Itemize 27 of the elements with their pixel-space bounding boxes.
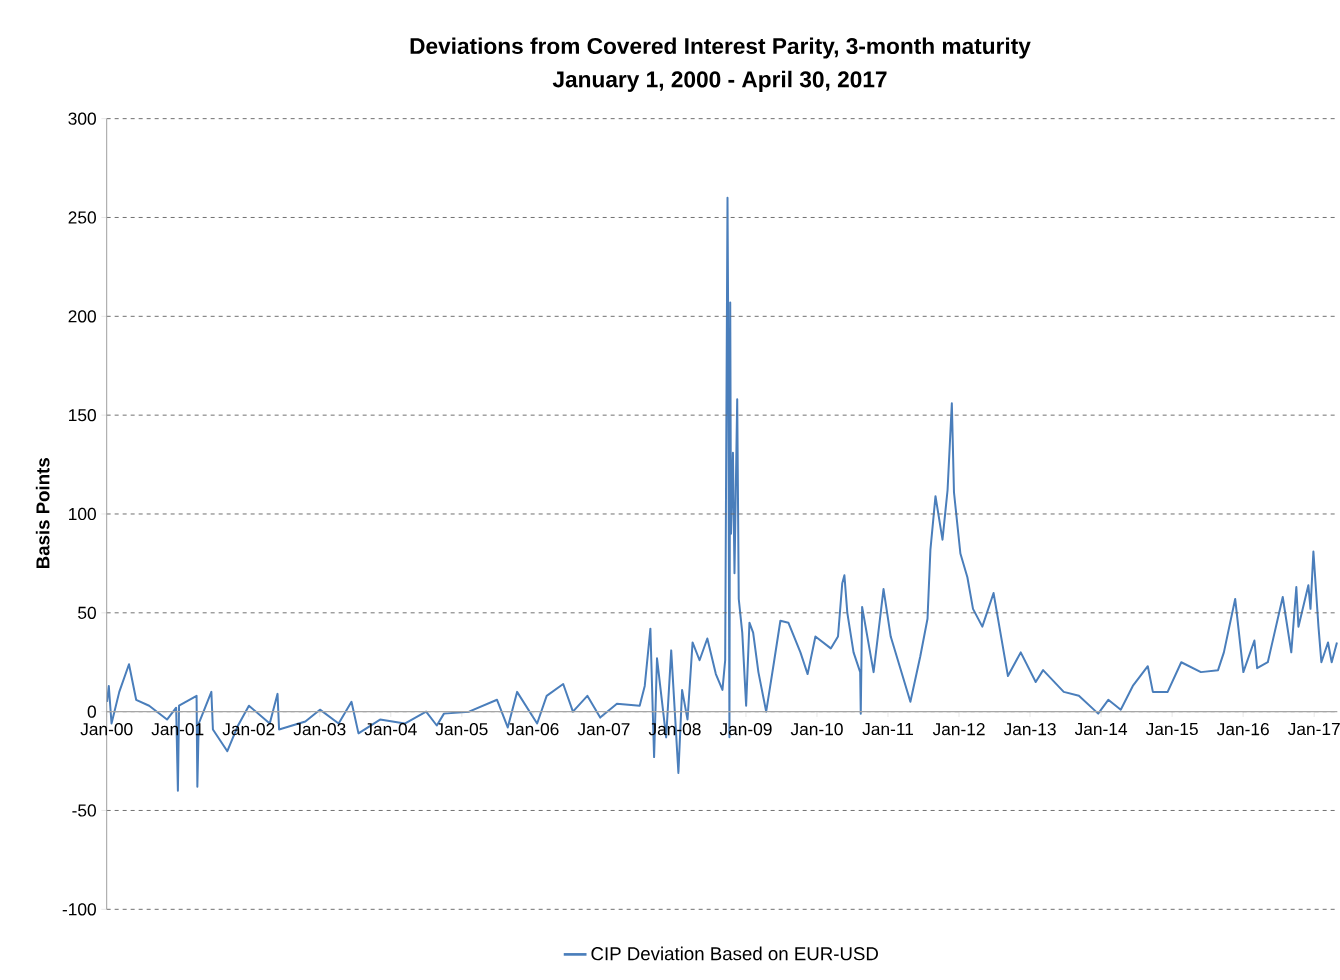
y-tick-label: 150 <box>69 409 96 422</box>
y-axis-title: Basis Points <box>35 458 50 569</box>
x-tick-label: Jan-13 <box>1003 723 1056 736</box>
x-tick-label: Jan-07 <box>577 723 630 736</box>
y-tick-label: -50 <box>72 804 96 817</box>
y-tick-label: 200 <box>68 310 96 323</box>
x-tick-label: Jan-03 <box>293 723 346 736</box>
x-tick-label: Jan-10 <box>790 723 843 736</box>
legend-label: CIP Deviation Based on EUR-USD <box>591 946 878 961</box>
chart-title: Deviations from Covered Interest Parity, 3-month maturity <box>410 37 1031 59</box>
chart-subtitle: January 1, 2000 - April 30, 2017 <box>552 70 887 92</box>
x-tick-label: Jan-11 <box>862 723 914 736</box>
x-tick-label: Jan-06 <box>506 723 559 736</box>
x-tick-label: Jan-16 <box>1216 723 1269 736</box>
y-tick-label: 50 <box>78 606 96 619</box>
y-tick-label: -100 <box>62 903 96 916</box>
y-tick-label: 100 <box>69 507 96 521</box>
y-tick-label: 0 <box>87 705 96 718</box>
y-tick-label: 250 <box>68 211 96 224</box>
x-tick-label: Jan-14 <box>1074 723 1128 736</box>
x-tick-label: Jan-04 <box>364 723 417 736</box>
x-tick-label: Jan-17 <box>1287 723 1340 736</box>
x-tick-label: Jan-15 <box>1145 723 1198 736</box>
x-tick-label: Jan-05 <box>435 723 488 736</box>
x-tick-label: Jan-12 <box>932 723 985 736</box>
y-tick-label: 300 <box>68 112 96 125</box>
x-tick-label: Jan-00 <box>80 723 133 736</box>
